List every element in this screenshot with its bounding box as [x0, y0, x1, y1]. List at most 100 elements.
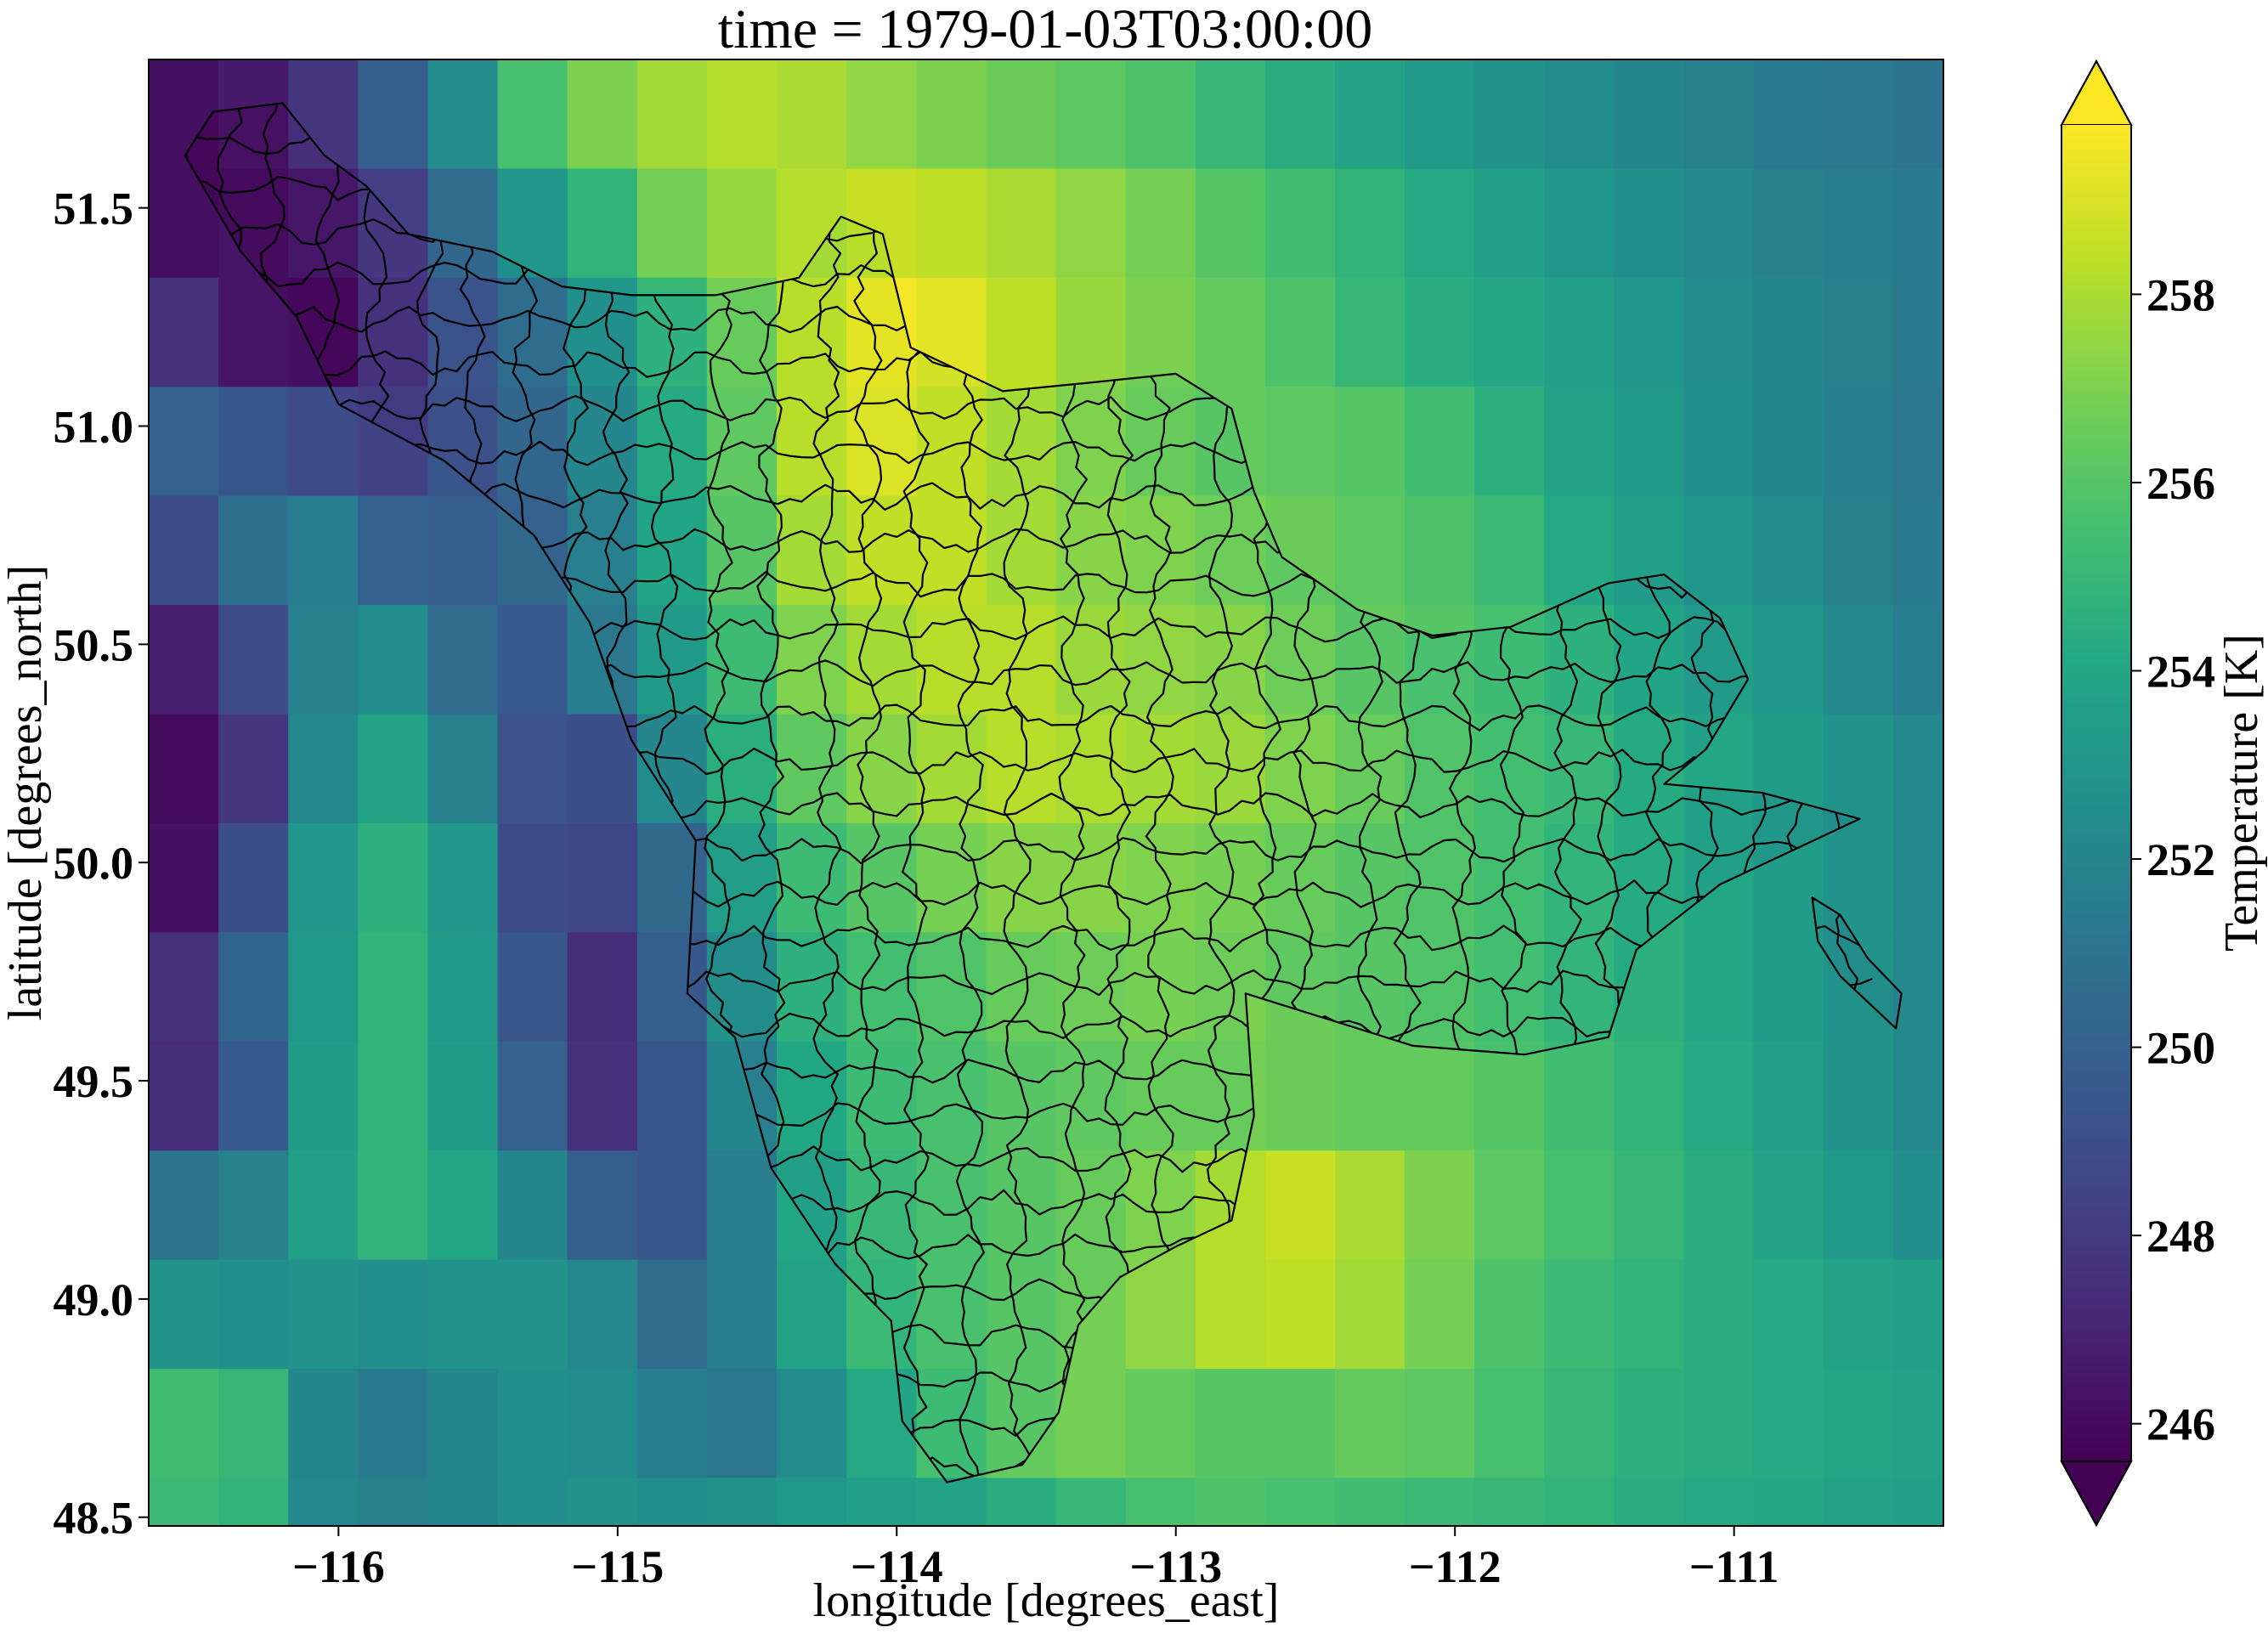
heatmap-cell	[288, 1478, 359, 1526]
heatmap-cell	[1892, 1041, 1943, 1151]
basin-cell	[1614, 605, 1685, 715]
heatmap-cell	[1892, 277, 1943, 387]
basin-cell	[846, 605, 918, 715]
heatmap-cell	[1264, 1369, 1336, 1479]
colorbar-tick-label: 254	[2146, 646, 2215, 697]
basin-cell	[1544, 1587, 1615, 1633]
heatmap-cell	[1474, 277, 1546, 387]
basin-cell	[1614, 1587, 1684, 1633]
heatmap-cell	[1614, 277, 1685, 387]
basin-cell	[1474, 1587, 1545, 1633]
heatmap-cell	[427, 1150, 499, 1261]
basin-cell	[1824, 1587, 1894, 1633]
heatmap-cell	[427, 1041, 499, 1151]
heatmap-cell	[1335, 1587, 1405, 1633]
heatmap-cell	[149, 605, 219, 715]
heatmap-cell	[567, 823, 638, 934]
heatmap-cell	[427, 823, 499, 934]
heatmap-cell	[218, 1369, 289, 1479]
heatmap-cell	[1264, 168, 1336, 279]
heatmap-cell	[1405, 59, 1475, 170]
x-tick-label: −113	[1129, 1541, 1222, 1592]
y-tick-label: 51.0	[54, 402, 134, 453]
heatmap-cell	[986, 1478, 1057, 1526]
colorbar-label: Temperature [K]	[2215, 634, 2268, 952]
heatmap-cell	[149, 1041, 219, 1151]
heatmap-cell	[1474, 1041, 1546, 1151]
heatmap-cell	[1614, 59, 1685, 170]
heatmap-cell	[1125, 1259, 1196, 1370]
heatmap-cell	[1335, 1478, 1405, 1526]
heatmap-cell	[1823, 1259, 1894, 1370]
basin-cell	[1474, 714, 1546, 824]
heatmap-cell	[777, 1369, 847, 1479]
y-axis-ticks: 48.5 49.0 49.5 50.0 50.5 51.0 51.5	[54, 184, 149, 1544]
basin-cell	[707, 1587, 778, 1633]
heatmap-cell	[1405, 277, 1475, 387]
heatmap-cell	[1055, 1369, 1127, 1479]
heatmap-cell	[1195, 168, 1266, 279]
heatmap-cell	[1823, 59, 1894, 170]
heatmap-cell	[1754, 1587, 1824, 1633]
basin-cell	[498, 1587, 568, 1633]
basin-cell	[1195, 495, 1266, 606]
heatmap-cell	[1335, 1369, 1405, 1479]
heatmap-cell	[497, 59, 568, 170]
heatmap-cell	[358, 495, 429, 606]
basin-cell	[1474, 932, 1546, 1043]
heatmap-cell	[1823, 1150, 1894, 1261]
heatmap-cell	[428, 1587, 499, 1633]
heatmap-cell	[218, 495, 289, 606]
heatmap-cell	[1892, 714, 1943, 824]
heatmap-cell	[1614, 1369, 1685, 1479]
basin-cell	[986, 605, 1057, 715]
basin-cell	[777, 495, 847, 606]
x-axis-label: longitude [degrees_east]	[813, 1574, 1280, 1627]
colorbar-tick-label: 252	[2146, 834, 2215, 885]
basin-cell	[1125, 823, 1196, 934]
heatmap-cell	[636, 1259, 708, 1370]
heatmap-cell	[288, 932, 359, 1043]
basin-cell	[1474, 823, 1546, 934]
heatmap-cell	[288, 1587, 359, 1633]
heatmap-cell	[1544, 387, 1615, 497]
heatmap-cell	[1753, 1369, 1824, 1479]
basin-cell	[916, 1478, 987, 1483]
basin-cell	[986, 714, 1057, 824]
basin-cell	[1125, 605, 1196, 715]
heatmap-cell	[427, 1369, 499, 1479]
y-tick-label: 50.0	[54, 838, 134, 889]
heatmap-cell	[1753, 168, 1824, 279]
plot-frame	[148, 59, 1944, 1527]
heatmap-cell	[1335, 495, 1405, 606]
heatmap-cell	[1753, 605, 1824, 715]
heatmap-cell	[1753, 387, 1824, 497]
heatmap-cell	[427, 1478, 499, 1526]
heatmap-cell	[567, 1478, 638, 1526]
heatmap-cell	[1892, 1478, 1943, 1526]
heatmap-cell	[1683, 168, 1755, 279]
basin-cell	[1335, 1587, 1405, 1633]
basin-cell	[777, 387, 847, 497]
basin-cell	[916, 1259, 987, 1370]
heatmap-cell	[1753, 1150, 1824, 1261]
heatmap-cell	[1823, 714, 1894, 824]
heatmap-cell	[427, 605, 499, 715]
heatmap-cell	[1544, 1587, 1615, 1633]
y-tick-label: 51.5	[54, 184, 134, 234]
heatmap-cell	[1892, 1369, 1943, 1479]
heatmap-cell	[1893, 1587, 1964, 1633]
heatmap-cell	[1405, 1587, 1475, 1633]
heatmap-cell	[1405, 168, 1475, 279]
heatmap-cell	[1683, 277, 1755, 387]
heatmap-cell	[497, 605, 568, 715]
heatmap-cell	[1614, 1150, 1685, 1261]
heatmap-cell	[1474, 1478, 1546, 1526]
heatmap-cell	[1125, 277, 1196, 387]
heatmap-cell	[427, 495, 499, 606]
heatmap-cell	[218, 387, 289, 497]
heatmap-cell	[358, 1150, 429, 1261]
heatmap-cell	[218, 932, 289, 1043]
basin-cell	[1125, 1041, 1196, 1151]
heatmap-cell	[706, 1478, 778, 1526]
